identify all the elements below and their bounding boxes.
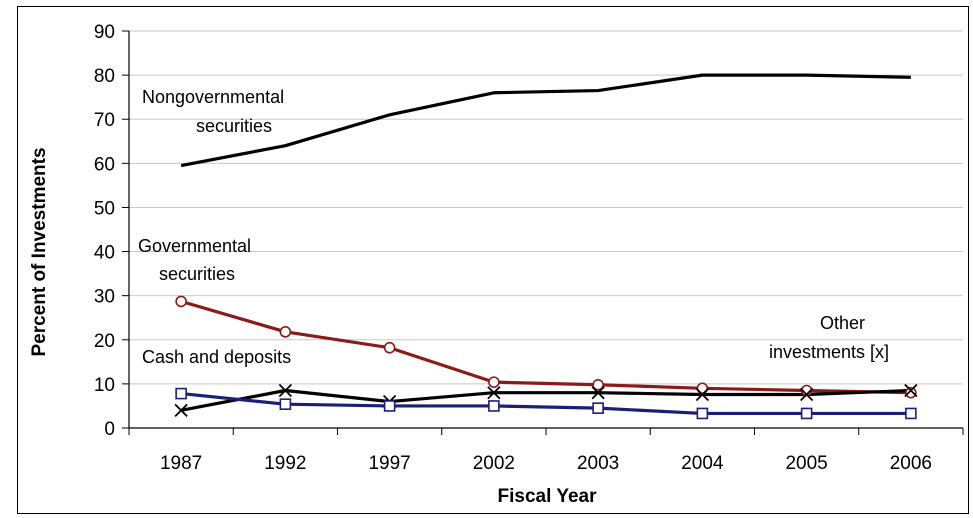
y-tick-label-80: 80: [94, 66, 115, 87]
y-tick-label-10: 10: [94, 375, 115, 396]
x-tick-label-2003: 2003: [577, 453, 619, 474]
series-markers: [174, 295, 918, 420]
point-cash-2002: [488, 400, 500, 412]
annotation-other-line2: investments [x]: [769, 342, 889, 362]
x-tick-label-2006: 2006: [890, 453, 932, 474]
point-cash-1997: [383, 400, 396, 412]
series-line-cash: [180, 392, 911, 416]
annotation-gov-line2: securities: [159, 264, 235, 284]
point-cash-2005: [800, 407, 813, 420]
point-cash-1992: [279, 398, 292, 410]
point-gov-2002: [488, 376, 500, 388]
point-cash-2006: [905, 407, 917, 420]
y-tick-label-30: 30: [94, 287, 115, 308]
y-tick-labels: 0 10 20 30 40 50 60 70 80 90: [94, 22, 115, 440]
point-gov-1987: [175, 295, 187, 308]
y-tick-label-0: 0: [104, 419, 115, 440]
x-tick-labels: 1987 1992 1997 2002 2003 2004 2005 2006: [160, 453, 932, 474]
point-cash-2004: [696, 407, 709, 420]
point-other-2003: [591, 386, 605, 400]
y-tick-label-90: 90: [94, 22, 115, 43]
y-axis-title: Percent of Investments: [29, 147, 50, 356]
annotations: Nongovernmental securities Governmental …: [138, 87, 889, 367]
point-other-2006: [904, 383, 918, 398]
point-cash-1987: [175, 387, 187, 400]
point-cash-2003: [592, 402, 604, 414]
series-line-other: [180, 388, 911, 412]
annotation-cash-line1: Cash and deposits: [142, 347, 291, 367]
point-other-2002: [487, 386, 501, 400]
annotation-nongov-line1: Nongovernmental: [142, 87, 284, 107]
y-tick-label-20: 20: [94, 331, 115, 352]
point-other-1987: [174, 403, 188, 417]
x-tick-label-1987: 1987: [160, 453, 202, 474]
point-gov-2006: [905, 386, 917, 399]
x-axis-title: Fiscal Year: [498, 486, 598, 507]
series-line-nongov: [180, 73, 911, 168]
point-gov-1992: [279, 326, 292, 338]
series-line-gov: [180, 299, 911, 395]
y-tick-label-50: 50: [94, 198, 115, 219]
gridlines: [129, 30, 963, 385]
y-tick-label-60: 60: [94, 154, 115, 175]
y-tick-label-70: 70: [94, 110, 115, 131]
annotation-gov-line1: Governmental: [138, 236, 251, 256]
annotation-nongov-line2: securities: [196, 116, 272, 136]
point-gov-2003: [592, 378, 604, 391]
series-lines: [180, 73, 911, 416]
point-other-2005: [799, 387, 814, 402]
chart-frame: [17, 6, 969, 514]
x-tick-label-1992: 1992: [264, 453, 306, 474]
y-tick-label-40: 40: [94, 243, 115, 264]
point-other-2004: [695, 387, 710, 402]
point-other-1992: [278, 383, 293, 398]
x-tick-label-2004: 2004: [681, 453, 724, 474]
x-tick-label-2002: 2002: [473, 453, 515, 474]
axes: [122, 30, 964, 435]
point-gov-1997: [383, 341, 396, 354]
annotation-other-line1: Other: [820, 313, 865, 333]
x-tick-label-1997: 1997: [368, 453, 410, 474]
x-tick-label-2005: 2005: [785, 453, 827, 474]
